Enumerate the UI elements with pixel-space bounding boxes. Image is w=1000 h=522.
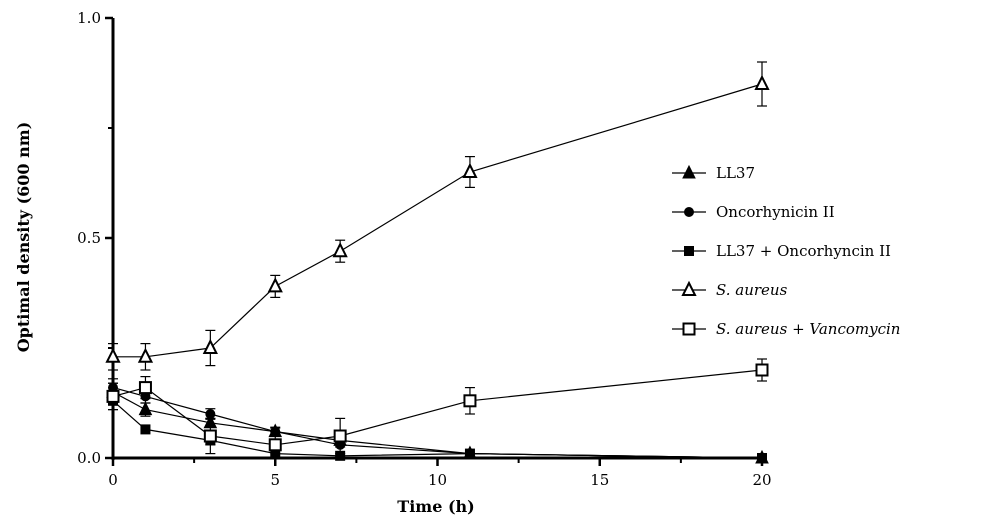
legend-item: LL37	[672, 164, 755, 182]
data-point	[267, 277, 283, 293]
y-axis-title: Optimal density (600 nm)	[14, 122, 33, 353]
legend-marker	[682, 322, 696, 336]
data-point	[137, 347, 154, 363]
data-point	[138, 401, 153, 416]
legend-label: LL37	[716, 164, 755, 182]
data-point	[203, 429, 217, 443]
legend-label: S. aureus	[716, 281, 788, 299]
legend-marker	[681, 280, 697, 296]
y-tick-label: 0.0	[77, 449, 101, 467]
series-layer	[105, 61, 770, 464]
legend-item: Oncorhynicin II	[672, 203, 835, 221]
legend-marker	[684, 207, 694, 217]
data-point	[140, 424, 151, 435]
data-point	[463, 394, 477, 408]
x-axis-title: Time (h)	[397, 497, 474, 516]
data-point	[754, 74, 770, 90]
x-tick-label: 20	[752, 471, 771, 489]
data-point	[105, 347, 121, 363]
legend-item: S. aureus	[672, 280, 788, 299]
x-tick-label: 15	[590, 471, 609, 489]
legend-label: Oncorhynicin II	[716, 203, 835, 221]
legend-marker	[684, 246, 694, 256]
data-point	[333, 429, 347, 443]
x-tick-label: 5	[270, 471, 280, 489]
x-tick-label: 10	[428, 471, 447, 489]
legend-item: S. aureus + Vancomycin	[672, 320, 900, 338]
data-point	[268, 438, 282, 452]
legend-label: LL37 + Oncorhyncin II	[716, 242, 891, 260]
y-tick-label: 1.0	[77, 9, 101, 27]
data-point	[138, 381, 152, 395]
data-point	[205, 409, 216, 419]
legend-label: S. aureus + Vancomycin	[716, 320, 900, 338]
y-tick-label: 0.5	[77, 229, 101, 247]
data-point	[462, 162, 478, 178]
legend: LL37 Oncorhynicin II LL37 + Oncorhyncin II…	[672, 164, 900, 338]
series-4	[105, 61, 770, 371]
data-point	[755, 363, 769, 377]
data-point	[332, 241, 348, 258]
legend-item: LL37 + Oncorhyncin II	[672, 242, 891, 260]
data-point	[464, 448, 475, 459]
series-line	[113, 83, 763, 358]
x-tick-label: 0	[108, 471, 118, 489]
legend-marker	[682, 164, 696, 179]
series-5	[106, 358, 769, 459]
data-point	[106, 389, 120, 403]
data-point	[757, 453, 767, 463]
data-point	[202, 338, 218, 354]
